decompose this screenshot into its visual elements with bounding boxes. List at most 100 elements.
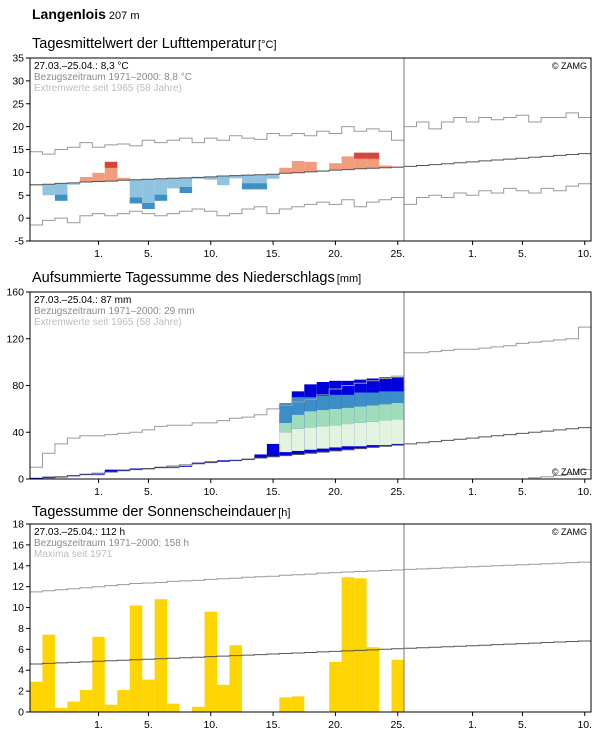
sunshine-info-period: 27.03.–25.04.: 112 h — [34, 527, 125, 538]
precipitation-xtick-label: 15. — [266, 486, 281, 498]
precipitation-ytick-label: 160 — [6, 287, 24, 299]
station-elevation: 207 m — [108, 10, 140, 22]
precipitation-band-upper — [354, 392, 367, 407]
temperature-ytick-label: 30 — [12, 75, 24, 87]
sunshine-daily-bar — [92, 636, 105, 712]
sunshine-daily-bar — [104, 704, 118, 712]
temperature-extreme-marker — [179, 186, 193, 193]
temperature-extreme-marker — [104, 161, 118, 168]
precipitation-cumulative-bar — [167, 467, 180, 469]
temperature-ytick-label: 35 — [12, 53, 24, 65]
sunshine-maximum-line — [30, 561, 591, 593]
temperature-anomaly-bar — [266, 174, 280, 179]
precipitation-cumulative-bar — [204, 461, 217, 463]
precipitation-title-text: Aufsummierte Tagessumme des Niederschlag… — [32, 270, 335, 286]
precipitation-xtick-label: 10. — [203, 486, 218, 498]
sunshine-xtick-label: 15. — [266, 719, 281, 729]
temperature-ytick-label: 20 — [12, 121, 24, 133]
precipitation-cumulative-bar — [42, 476, 55, 478]
temperature-anomaly-bar — [79, 176, 93, 182]
temperature-plot-area — [30, 58, 591, 241]
precipitation-band-lower — [366, 421, 380, 446]
precipitation-band-middle — [366, 405, 380, 422]
sunshine-ytick-label: 16 — [12, 539, 24, 551]
sunshine-daily-bar — [142, 679, 155, 712]
precipitation-info-extremes: Extremwerte seit 1965 (58 Jahre) — [34, 317, 182, 328]
precipitation-cumulative-bar — [192, 462, 205, 464]
sunshine-ytick-label: 12 — [12, 581, 24, 593]
precipitation-band-upper — [366, 392, 380, 406]
precipitation-chart-title: Aufsummierte Tagessumme des Niederschlag… — [32, 270, 361, 286]
temperature-extreme-marker — [142, 202, 155, 209]
temperature-anomaly-bar — [67, 182, 80, 185]
precipitation-band-middle — [341, 407, 355, 425]
sunshine-daily-bar — [30, 681, 43, 712]
station-name: Langenlois — [32, 6, 106, 22]
sunshine-xtick-label: 5. — [144, 719, 153, 729]
temperature-anomaly-bar — [229, 175, 242, 179]
precipitation-xtick-label: 20. — [328, 486, 343, 498]
precipitation-band-middle — [279, 422, 292, 433]
sunshine-daily-bar — [79, 690, 93, 712]
temperature-ytick-label: 10 — [12, 167, 24, 179]
sunshine-daily-bar — [279, 697, 292, 712]
sunshine-daily-bar — [391, 659, 404, 712]
temperature-chart-title: Tagesmittelwert der Lufttemperatur [°C] — [32, 36, 277, 52]
precipitation-band-middle — [329, 408, 342, 426]
sunshine-ytick-label: 6 — [18, 644, 24, 656]
temperature-extreme-marker — [241, 183, 255, 190]
station-header: Langenlois 207 m — [32, 6, 139, 22]
temperature-anomaly-bar — [204, 176, 217, 180]
sunshine-daily-bar — [42, 634, 55, 712]
precipitation-band-lower — [354, 422, 367, 447]
temperature-extreme-max-line — [30, 112, 591, 155]
temperature-anomaly-bar — [192, 177, 205, 179]
temperature-anomaly-bar — [379, 165, 392, 168]
precipitation-cumulative-bar — [92, 474, 105, 476]
precipitation-band-middle — [354, 406, 367, 423]
temperature-xtick-label: 15. — [266, 248, 281, 260]
temperature-anomaly-bar — [42, 184, 55, 196]
sunshine-xtick-label: 20. — [328, 719, 343, 729]
sunshine-daily-bar — [229, 645, 242, 712]
precipitation-cumulative-bar — [266, 443, 280, 457]
temperature-xtick-label: 20. — [328, 248, 343, 260]
precipitation-ytick-label: 80 — [12, 380, 24, 392]
temperature-extreme-marker — [154, 194, 168, 201]
precipitation-cumulative-bar — [30, 477, 43, 479]
sunshine-ytick-label: 14 — [12, 560, 24, 572]
precipitation-credit: © ZAMG — [552, 467, 587, 477]
temperature-extreme-marker — [254, 183, 267, 190]
precipitation-band-lower — [391, 419, 404, 444]
sunshine-ytick-label: 4 — [18, 665, 24, 677]
sunshine-xtick-label: 10. — [203, 719, 218, 729]
precipitation-climate-line — [30, 427, 591, 480]
precipitation-xtick-label: 10. — [577, 486, 592, 498]
sunshine-info-reference: Bezugszeitraum 1971–2000: 158 h — [34, 538, 189, 549]
precipitation-cumulative-bar — [217, 460, 230, 462]
precipitation-band-lower — [341, 424, 355, 447]
temperature-anomaly-bar — [167, 178, 180, 189]
temperature-anomaly-bar — [304, 161, 317, 172]
temperature-ytick-label: 0 — [18, 213, 24, 225]
sunshine-ytick-label: 18 — [12, 519, 24, 531]
precipitation-cumulative-bar — [104, 469, 118, 472]
precipitation-plot-border — [29, 291, 592, 480]
sunshine-xtick-label: 25. — [390, 719, 405, 729]
sunshine-daily-bar — [366, 647, 380, 712]
precipitation-unit: [mm] — [336, 273, 362, 285]
precipitation-band-lower — [279, 432, 292, 453]
sunshine-climate-line — [30, 640, 591, 665]
sunshine-title-text: Tagessumme der Sonnenscheindauer — [32, 504, 277, 520]
temperature-extreme-marker — [129, 197, 143, 204]
sunshine-daily-bar — [129, 605, 143, 712]
sunshine-daily-bar — [354, 578, 367, 712]
sunshine-daily-bar — [329, 661, 342, 712]
sunshine-plot-area — [30, 524, 591, 712]
precipitation-xtick-label: 1. — [94, 486, 103, 498]
precipitation-band-middle — [379, 404, 392, 421]
temperature-anomaly-bar — [92, 172, 105, 182]
precipitation-xtick-label: 5. — [518, 486, 527, 498]
sunshine-unit: [h] — [278, 507, 291, 519]
sunshine-daily-bar — [154, 599, 168, 712]
